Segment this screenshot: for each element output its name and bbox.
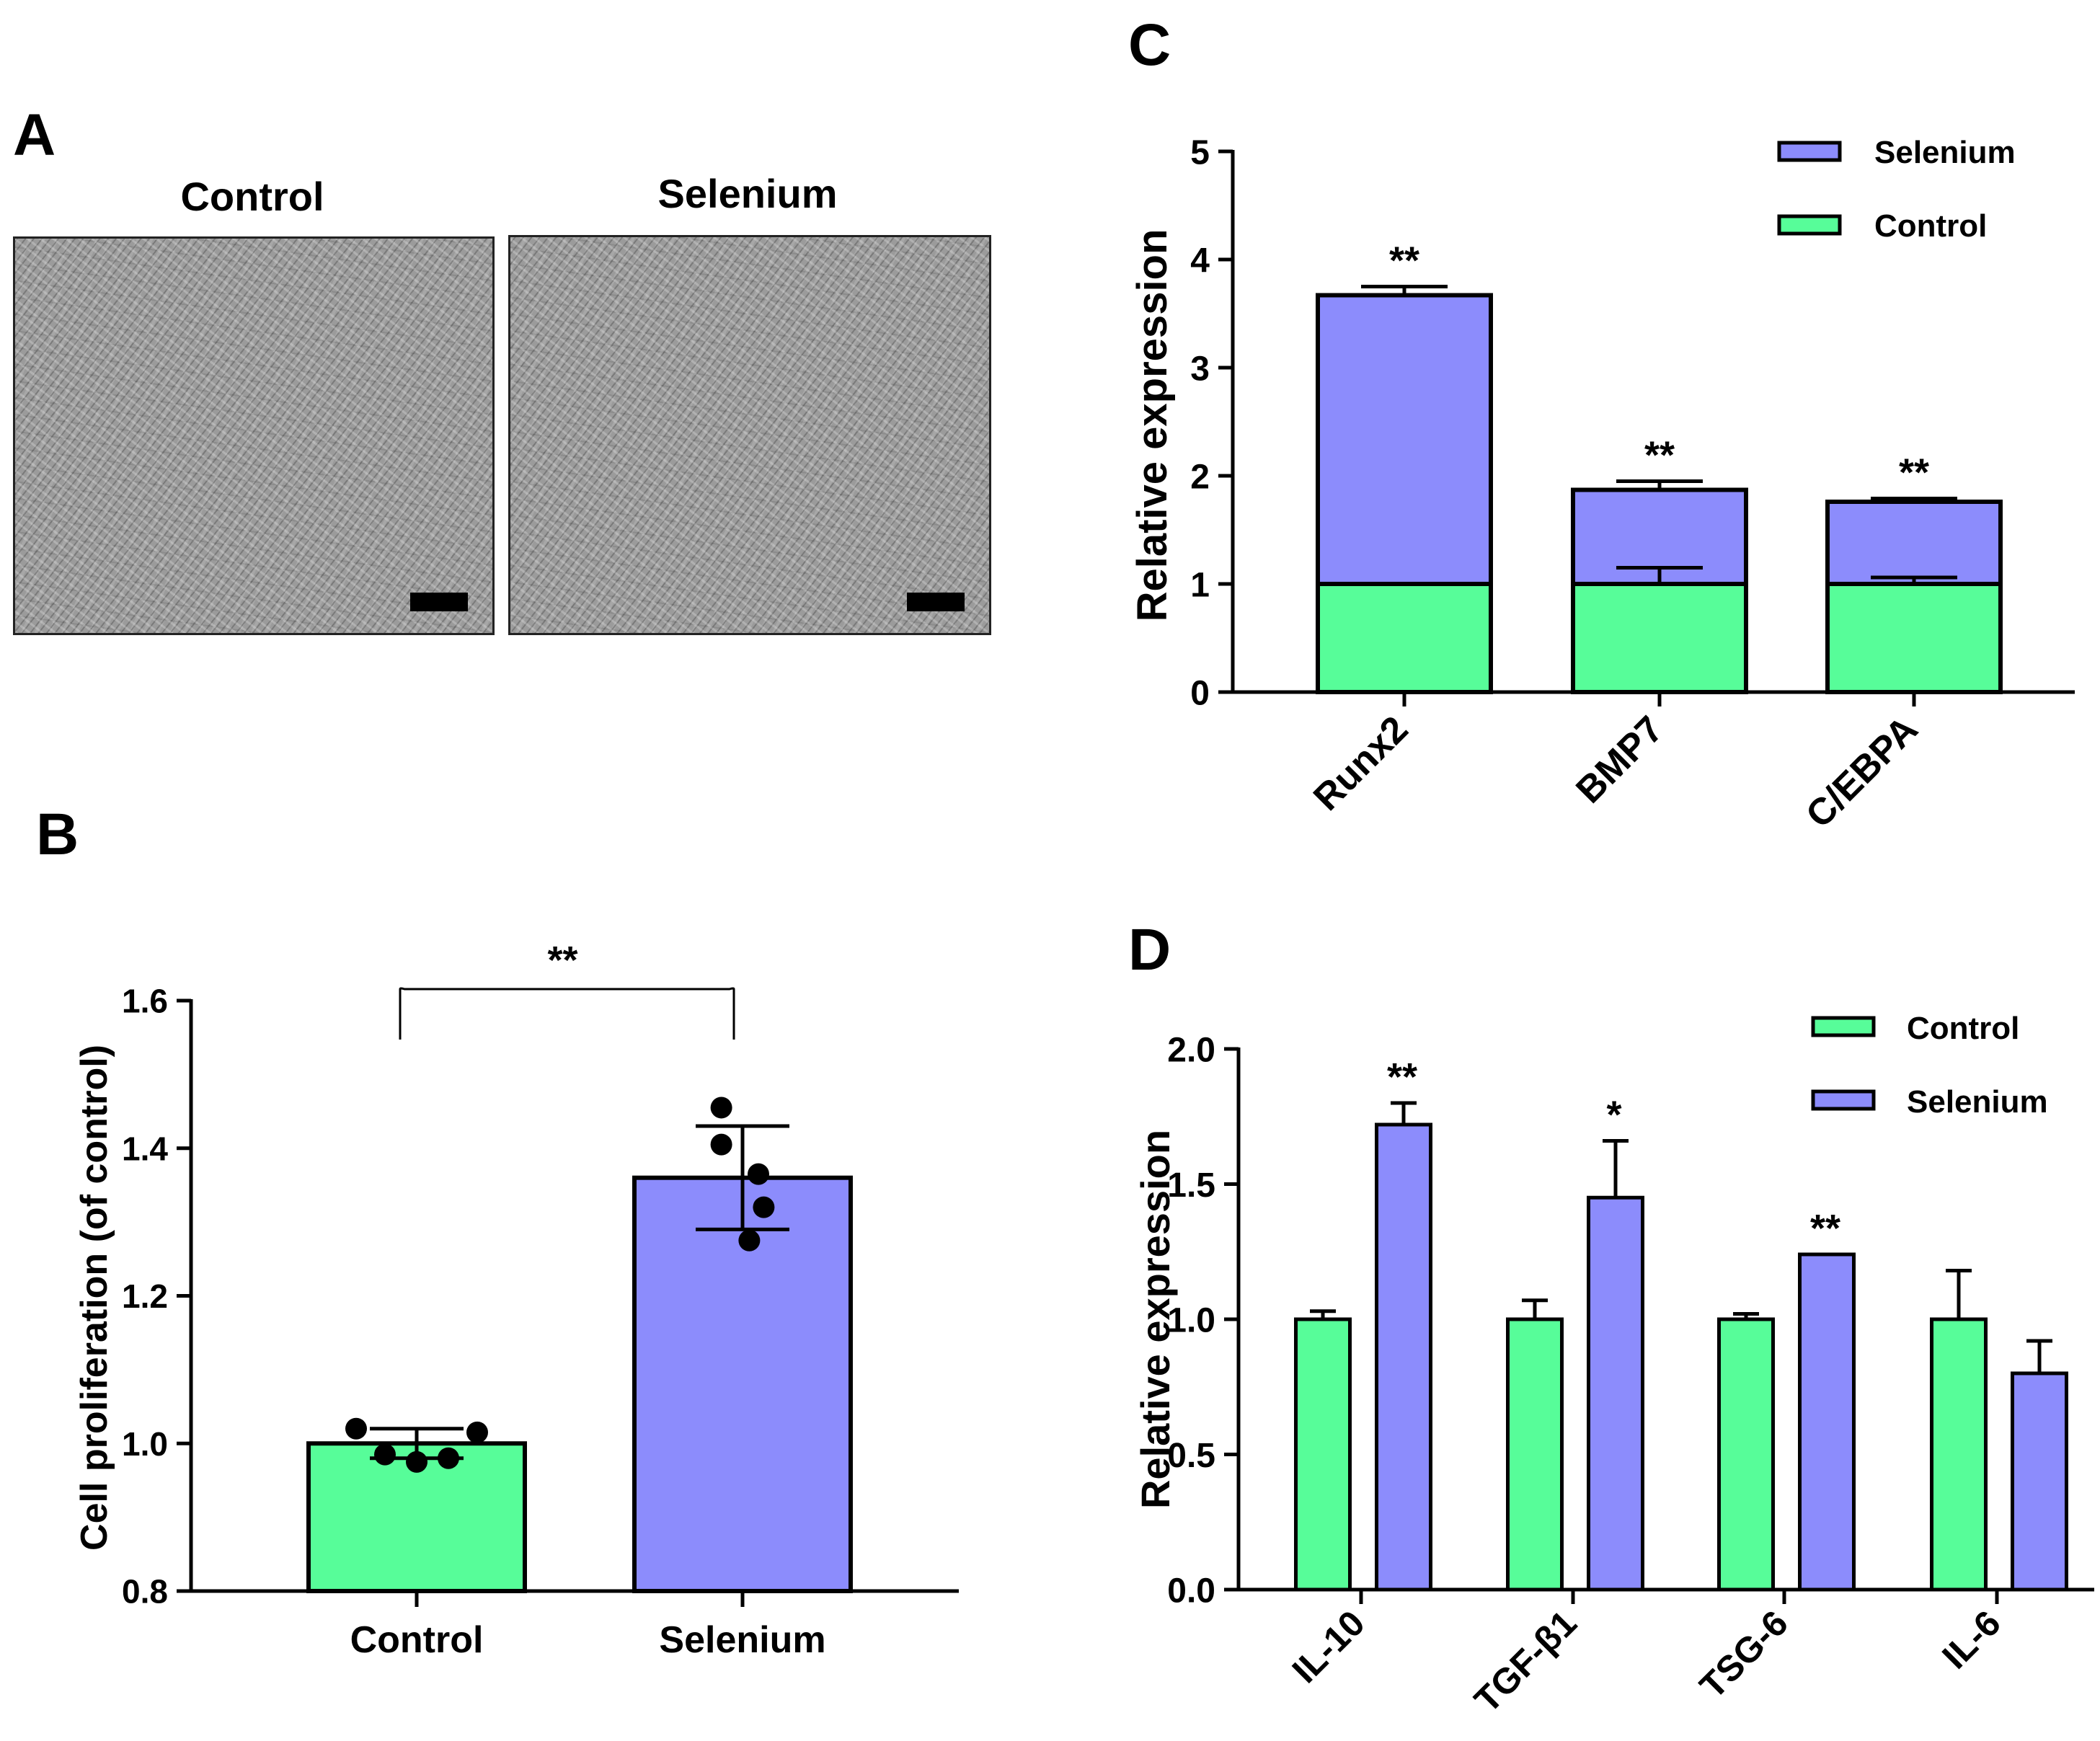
significance-label: ** xyxy=(1387,1055,1417,1099)
y-axis-label-d: Relative expression xyxy=(1133,1130,1178,1509)
bar-selenium xyxy=(1375,1122,1432,1592)
bar-control xyxy=(1571,582,1748,694)
micrograph-selenium xyxy=(508,235,991,635)
data-point xyxy=(438,1447,459,1469)
y-tick-label: 1.2 xyxy=(122,1277,168,1315)
y-axis-label-b: Cell proliferation (of control) xyxy=(74,1045,115,1551)
significance-bracket xyxy=(399,987,735,1040)
x-tick-label: TGF-β1 xyxy=(1466,1603,1584,1720)
data-point xyxy=(466,1421,488,1443)
y-tick-label: 0.8 xyxy=(122,1573,168,1611)
data-point xyxy=(710,1097,732,1119)
x-tick-label: Selenium xyxy=(659,1619,825,1661)
bar-control xyxy=(1316,582,1493,694)
data-point xyxy=(748,1163,769,1185)
legend-swatch-selenium xyxy=(1777,141,1842,162)
legend-swatch-control xyxy=(1811,1016,1876,1037)
data-point xyxy=(406,1450,427,1473)
significance-label: * xyxy=(1606,1094,1621,1137)
data-point xyxy=(345,1417,367,1440)
y-tick-label: 1.0 xyxy=(1167,1301,1215,1339)
y-tick-label: 5 xyxy=(1190,133,1210,172)
legend-swatch-selenium xyxy=(1811,1089,1876,1111)
x-tick-label: IL-10 xyxy=(1285,1603,1373,1691)
micrograph-control xyxy=(13,236,495,635)
data-point xyxy=(374,1443,396,1466)
panel-letter-a: A xyxy=(13,102,56,168)
data-point xyxy=(710,1133,732,1156)
data-point xyxy=(753,1196,775,1218)
y-axis-label-c: Relative expression xyxy=(1129,229,1176,622)
legend-label-control: Control xyxy=(1907,1011,2019,1046)
x-tick-label: C/EBPA xyxy=(1798,708,1926,836)
x-tick-label: Control xyxy=(350,1619,484,1661)
bar-control xyxy=(1717,1317,1775,1592)
significance-label: ** xyxy=(1899,451,1929,495)
image-label-control: Control xyxy=(180,174,324,219)
bar-selenium xyxy=(1316,293,1493,586)
legend-d: Control Selenium xyxy=(1811,1011,2048,1120)
chart-c: Relative expression Selenium Control 0 1 2… xyxy=(1129,133,2075,836)
y-tick-label: 2 xyxy=(1190,458,1210,496)
panel-letter-c: C xyxy=(1128,12,1171,78)
data-point xyxy=(738,1229,761,1252)
significance-label: ** xyxy=(1389,239,1419,283)
significance-label: ** xyxy=(547,939,577,982)
y-tick-label: 1.5 xyxy=(1167,1166,1215,1205)
x-tick-label: IL-6 xyxy=(1934,1603,2008,1676)
y-tick-label: 1.4 xyxy=(122,1130,168,1167)
chart-b: Cell proliferation (of control) 0.8 1.0 1.… xyxy=(74,939,959,1661)
y-tick-label: 0.5 xyxy=(1167,1437,1215,1475)
y-tick-label: 0.0 xyxy=(1167,1572,1215,1610)
scale-bar xyxy=(907,593,965,611)
chart-d: Relative expression Control Selenium 0.0… xyxy=(1133,1011,2094,1720)
significance-label: ** xyxy=(1810,1207,1840,1250)
x-tick-label: BMP7 xyxy=(1568,708,1671,811)
legend-swatch-control xyxy=(1777,214,1842,236)
y-tick-label: 4 xyxy=(1190,242,1210,280)
panel-letter-b: B xyxy=(36,802,79,867)
y-tick-label: 3 xyxy=(1190,350,1210,388)
panel-letter-d: D xyxy=(1128,917,1171,983)
bar-selenium xyxy=(2011,1371,2068,1592)
y-tick-label: 1 xyxy=(1190,566,1210,604)
y-tick-label: 0 xyxy=(1190,674,1210,712)
legend-label-selenium: Selenium xyxy=(1907,1084,2048,1120)
image-label-selenium: Selenium xyxy=(658,171,838,216)
y-tick-label: 2.0 xyxy=(1167,1031,1215,1069)
legend-label-selenium: Selenium xyxy=(1874,135,2016,170)
bar-selenium xyxy=(1825,500,2003,586)
bar-control xyxy=(1930,1317,1988,1592)
bar-control xyxy=(1506,1317,1564,1592)
bar-selenium xyxy=(1798,1252,1856,1592)
legend-label-control: Control xyxy=(1874,208,1987,244)
y-tick-label: 1.0 xyxy=(122,1425,168,1463)
scale-bar xyxy=(410,593,468,611)
legend-c: Selenium Control xyxy=(1777,135,2016,244)
significance-label: ** xyxy=(1644,434,1675,477)
x-tick-label: Runx2 xyxy=(1306,708,1416,818)
y-tick-label: 1.6 xyxy=(122,983,168,1020)
bar-selenium xyxy=(1587,1195,1644,1592)
bar-control xyxy=(1825,582,2003,694)
x-tick-label: TSG-6 xyxy=(1692,1603,1796,1706)
bar-control xyxy=(1294,1317,1352,1592)
